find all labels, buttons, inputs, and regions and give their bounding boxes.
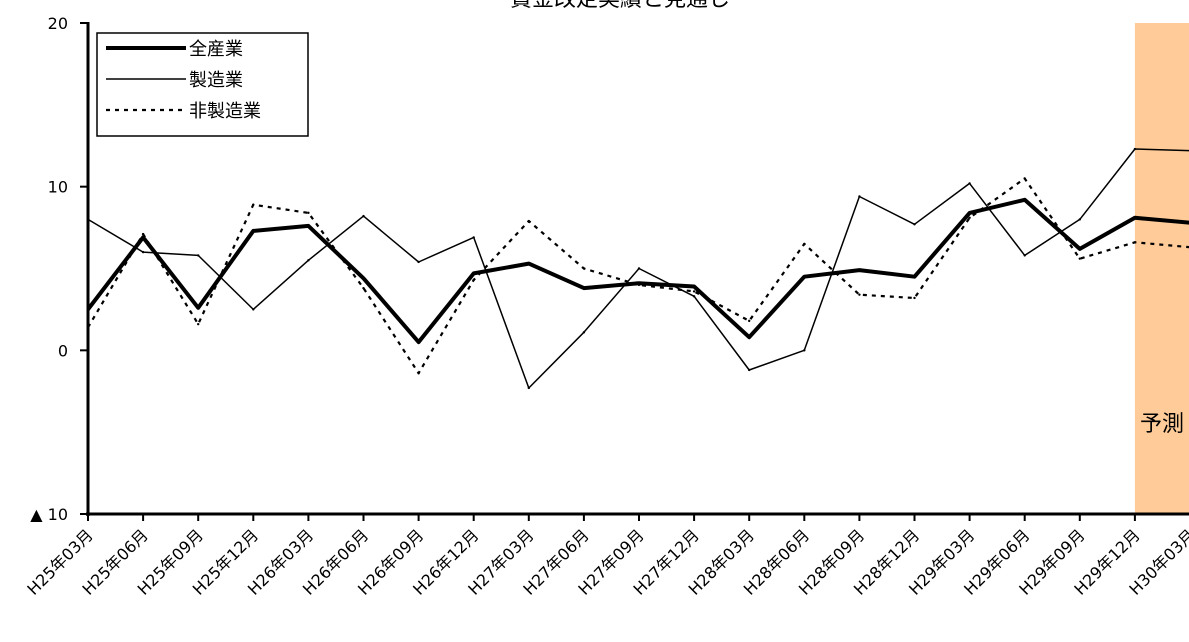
y-tick-label: ▲ 10 — [30, 505, 68, 524]
data-point — [472, 236, 475, 239]
data-point — [913, 223, 916, 226]
data-point — [913, 275, 916, 278]
data-point — [197, 322, 200, 326]
data-point — [803, 349, 806, 352]
data-point — [417, 340, 420, 344]
forecast-region — [1134, 23, 1189, 514]
data-point — [858, 268, 861, 272]
chart-title: 賃金改定実績と見通し — [510, 0, 730, 12]
data-point — [472, 278, 475, 282]
data-point — [1078, 257, 1082, 260]
data-point — [582, 267, 586, 270]
data-point — [252, 203, 255, 206]
data-point — [803, 275, 806, 278]
data-point — [692, 290, 696, 293]
data-point — [1078, 247, 1082, 251]
title-layer: 賃金改定実績と見通し — [510, 0, 730, 12]
series-layer — [86, 147, 1189, 390]
data-point — [582, 286, 586, 290]
data-point — [252, 308, 255, 311]
y-tick-label: 20 — [48, 14, 68, 33]
data-point — [1023, 198, 1026, 201]
data-point — [197, 306, 200, 309]
data-point — [748, 368, 751, 372]
data-point — [637, 267, 641, 270]
data-point — [86, 326, 90, 329]
legend-box — [96, 32, 309, 137]
data-point — [86, 308, 90, 311]
data-point — [141, 250, 145, 254]
data-point — [968, 216, 971, 219]
data-point — [858, 293, 861, 296]
data-point — [748, 336, 751, 339]
data-point — [252, 229, 255, 233]
data-point — [692, 285, 696, 288]
data-point — [527, 262, 530, 265]
data-point — [307, 224, 310, 228]
data-point — [1133, 241, 1137, 244]
data-point — [913, 296, 916, 300]
data-point — [362, 277, 365, 280]
data-point — [1133, 216, 1137, 219]
data-point — [748, 319, 751, 323]
data-point — [637, 283, 641, 287]
data-point — [307, 259, 310, 262]
data-point — [417, 260, 420, 264]
y-tick-label: 10 — [48, 178, 68, 197]
data-point — [1023, 177, 1026, 180]
data-point — [527, 386, 530, 390]
y-tick-label: 0 — [58, 341, 68, 360]
data-point — [1078, 218, 1082, 221]
series-line-0 — [86, 197, 1189, 345]
data-point — [968, 211, 971, 215]
data-point — [803, 242, 806, 246]
data-point — [472, 272, 475, 275]
legend-label: 非製造業 — [189, 101, 261, 122]
legend-label: 全産業 — [189, 39, 243, 60]
data-point — [86, 218, 90, 221]
forecast-layer: 予測 — [1134, 23, 1189, 514]
data-point — [1133, 147, 1137, 151]
series-line-2 — [87, 177, 1189, 375]
data-point — [692, 295, 696, 298]
legend-label: 製造業 — [189, 70, 243, 91]
data-point — [307, 211, 310, 215]
data-point — [197, 254, 200, 257]
data-point — [141, 232, 145, 236]
data-point — [362, 286, 365, 290]
data-point — [1023, 254, 1026, 257]
data-point — [417, 372, 420, 375]
forecast-label: 予測 — [1140, 412, 1184, 437]
data-point — [582, 331, 586, 334]
data-point — [362, 214, 365, 218]
data-point — [858, 195, 861, 198]
data-point — [527, 219, 530, 223]
data-point — [968, 182, 971, 185]
